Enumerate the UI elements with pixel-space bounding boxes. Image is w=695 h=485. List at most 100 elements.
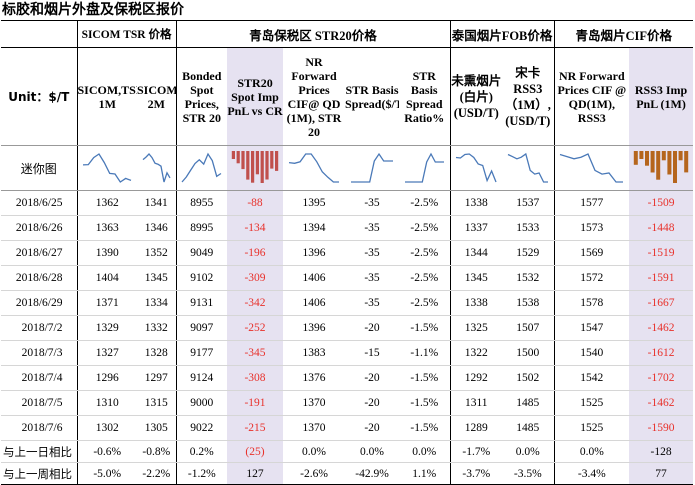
sparkline-bar [633,151,638,165]
col-header: SICOM,TSR, 2M [137,47,177,146]
table-cell: 1296 [77,365,137,391]
table-cell: -308 [227,365,284,391]
table-cell: -1448 [629,215,694,241]
table-cell: 1305 [137,415,177,441]
row-date: 2018/7/3 [1,340,78,366]
change-cell: -0.6% [77,440,137,463]
table-row: 2018/6/29 1371 1334 9131 -342 1406 -35 -2.5% 133… [1,290,694,316]
table-row: 2018/6/28 1404 1345 9102 -309 1406 -35 -2.5% 134… [1,265,694,291]
table-cell: -342 [227,290,284,316]
table-row: 2018/6/26 1363 1346 8995 -134 1394 -35 -2.5% 133… [1,215,694,241]
change-cell: -2.2% [137,462,177,485]
table-cell: 1542 [554,365,630,391]
change-cell: -128 [629,440,694,463]
table-cell: 1352 [137,240,177,266]
col-header: STR Basis Spread Ratio% [399,47,451,146]
table-cell: 1341 [137,190,177,216]
table-cell: 1346 [137,215,177,241]
change-cell: 77 [629,462,694,485]
sparkline-cell [450,145,503,191]
table-cell: -35 [345,190,400,216]
table-cell: 1297 [137,365,177,391]
table-cell: 1289 [450,415,503,441]
row-date: 2018/7/6 [1,415,78,441]
row-date: 2018/6/27 [1,240,78,266]
table-cell: 1538 [502,290,555,316]
table-cell: -2.5% [399,215,451,241]
sparkline-cell [554,145,630,191]
table-cell: 1345 [137,265,177,291]
table-cell: 1390 [77,240,137,266]
change-cell: -3.5% [502,462,555,485]
change-row: 与上一周相比 -5.0% -2.2% -1.2% 127 -2.6% -42.9% 1.1% -… [1,462,694,485]
table-cell: 1328 [137,340,177,366]
table-cell: 1362 [77,190,137,216]
unit-label: Unit：$/T [1,47,78,146]
row-date: 2018/7/5 [1,390,78,416]
sparkline-cell [283,145,346,191]
table-cell: 1325 [450,315,503,341]
sparkline-chart [633,151,689,183]
table-cell: 1578 [554,290,630,316]
table-cell: 1547 [554,315,630,341]
table-cell: -2.5% [399,290,451,316]
table-cell: 1396 [283,315,346,341]
table-cell: -345 [227,340,284,366]
sparkline-line [560,153,624,183]
table-cell: 9049 [176,240,228,266]
table-cell: 1577 [554,190,630,216]
table-row: 2018/7/4 1296 1297 9124 -308 1376 -20 -1.5% 1292… [1,365,694,391]
table-cell: 1322 [450,340,503,366]
table-cell: 1485 [502,415,555,441]
table-cell: 9131 [176,290,228,316]
group-qd: 青岛烟片CIF价格 [554,20,694,48]
table-cell: 1344 [450,240,503,266]
sparkline-bar [656,151,661,180]
table-cell: 9177 [176,340,228,366]
table-cell: 1406 [283,265,346,291]
sparkline-bar [251,151,255,183]
sparkline-line [456,153,497,183]
sparkline-line [142,153,171,183]
sparkline-bar [260,151,264,183]
sparkline-line [507,152,548,183]
sparkline-bar [684,151,689,173]
col-header: 宋卡 RSS3 （1M）,(USD/T) [502,47,555,146]
sparkline-chart [288,153,340,183]
row-date: 2018/6/25 [1,190,78,216]
table-cell: -20 [345,415,400,441]
sparkline-bar [241,151,245,170]
row-date: 2018/6/26 [1,215,78,241]
table-cell: 1311 [450,390,503,416]
table-cell: 1315 [137,390,177,416]
change-cell: 0.0% [399,440,451,463]
table-cell: 1533 [502,215,555,241]
table-cell: 1329 [77,315,137,341]
table-cell: 1292 [450,365,503,391]
table-cell: -2.5% [399,240,451,266]
change-cell: 0.0% [502,440,555,463]
group-str20: 青岛保税区 STR20价格 [176,20,451,48]
sparkline-chart [181,152,222,183]
sparkline-bar [661,151,666,161]
table-cell: -1591 [629,265,694,291]
sparkline-chart [351,152,394,183]
table-cell: -35 [345,215,400,241]
table-cell: 9000 [176,390,228,416]
table-cell: 8955 [176,190,228,216]
change-cell: -2.6% [283,462,346,485]
change-cell: 127 [227,462,284,485]
table-cell: 1334 [137,290,177,316]
table-cell: 1500 [502,340,555,366]
column-header-row: Unit：$/T SICOM,TSR, 1M SICOM,TSR, 2M Bon… [1,47,694,146]
table-cell: 1540 [554,340,630,366]
table-cell: -20 [345,315,400,341]
table-cell: 1529 [502,240,555,266]
sparkline-cell [502,145,555,191]
sparkline-cell [399,145,451,191]
change-row: 与上一日相比 -0.6% -0.8% 0.2% (25) 0.0% 0.0% 0.0% -1.7… [1,440,694,463]
table-cell: -196 [227,240,284,266]
table-cell: -1.5% [399,390,451,416]
sparkline-cell [629,145,694,191]
table-cell: -20 [345,365,400,391]
